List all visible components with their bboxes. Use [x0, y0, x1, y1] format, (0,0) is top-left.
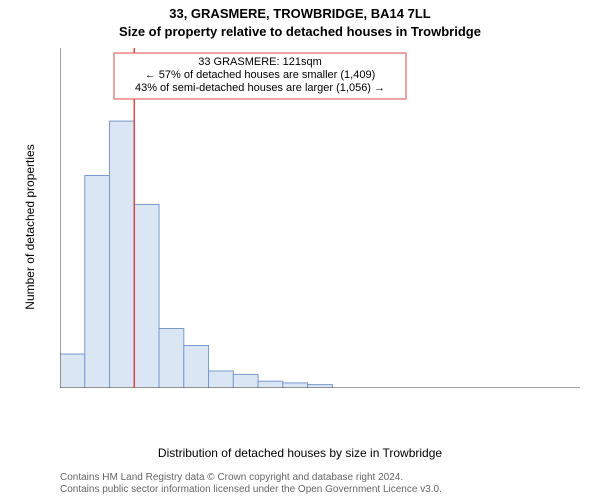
histogram-bar	[110, 121, 135, 388]
y-axis-label: Number of detached properties	[23, 87, 37, 367]
chart-title-line1: 33, GRASMERE, TROWBRIDGE, BA14 7LL	[0, 6, 600, 21]
callout-text-line: 43% of semi-detached houses are larger (…	[135, 82, 385, 94]
callout-text-line: 33 GRASMERE: 121sqm	[198, 56, 322, 68]
histogram-bar	[85, 176, 110, 389]
histogram-bar	[184, 346, 209, 389]
histogram-bar	[233, 374, 258, 388]
histogram-bar	[159, 329, 184, 389]
histogram-bar	[283, 383, 308, 388]
histogram-bar	[209, 371, 234, 388]
histogram-bar	[60, 354, 85, 388]
histogram-bar	[308, 385, 333, 388]
chart-title-line2: Size of property relative to detached ho…	[0, 24, 600, 39]
histogram-bar	[258, 381, 283, 388]
x-axis-label: Distribution of detached houses by size …	[0, 446, 600, 460]
attribution-line-1: Contains HM Land Registry data © Crown c…	[60, 472, 580, 484]
attribution-line-2: Contains public sector information licen…	[60, 484, 580, 496]
attribution-block: Contains HM Land Registry data © Crown c…	[60, 472, 580, 496]
histogram-plot: 0100200300400500600700800900100042sqm69s…	[60, 48, 580, 388]
callout-text-line: ← 57% of detached houses are smaller (1,…	[145, 69, 376, 81]
histogram-bar	[134, 204, 159, 388]
